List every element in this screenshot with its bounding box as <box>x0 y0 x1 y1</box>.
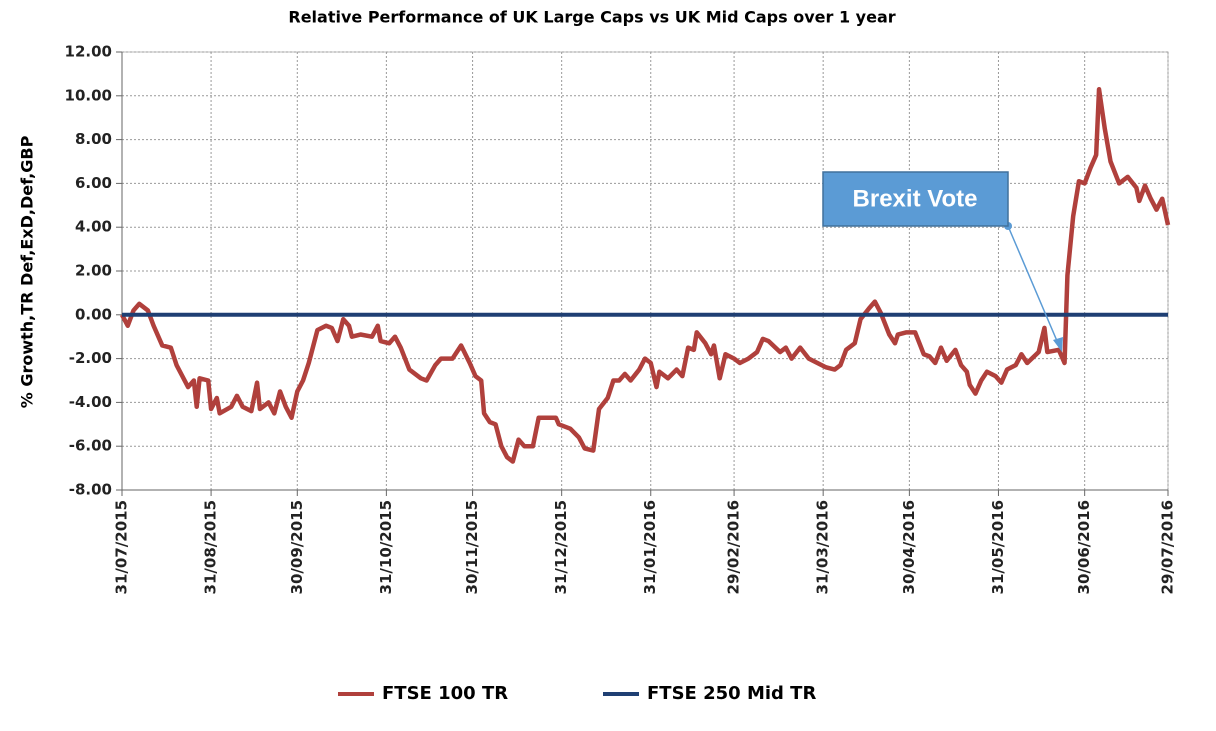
y-tick-label: 0.00 <box>75 305 112 323</box>
y-tick-label: 4.00 <box>75 218 112 236</box>
y-tick-label: 10.00 <box>65 86 112 104</box>
x-tick-label: 30/06/2016 <box>1075 500 1093 594</box>
annotation-box <box>822 171 1009 227</box>
x-tick-label: 31/12/2015 <box>552 500 570 594</box>
series-line <box>120 86 1171 464</box>
annotation-text: Brexit Vote <box>853 185 978 212</box>
y-tick-label: 8.00 <box>75 130 112 148</box>
y-tick-label: 12.00 <box>65 43 112 61</box>
legend-label: FTSE 100 TR <box>382 683 508 704</box>
x-tick-label: 30/11/2015 <box>463 500 481 594</box>
x-tick-label: 31/10/2015 <box>377 500 395 594</box>
annotation-arrowhead <box>1053 337 1063 352</box>
x-tick-label: 30/04/2016 <box>900 500 918 594</box>
y-tick-label: -8.00 <box>69 481 112 499</box>
x-tick-label: 31/03/2016 <box>814 500 832 594</box>
x-tick-label: 29/07/2016 <box>1159 500 1177 594</box>
y-axis-label: % Growth,TR Def,ExD,Def,GBP <box>18 135 37 408</box>
y-tick-label: -4.00 <box>69 393 112 411</box>
y-tick-label: -2.00 <box>69 349 112 367</box>
x-tick-label: 30/09/2015 <box>288 500 306 594</box>
y-tick-label: -6.00 <box>69 437 112 455</box>
chart-title: Relative Performance of UK Large Caps vs… <box>288 8 895 27</box>
x-tick-label: 31/07/2015 <box>113 500 131 594</box>
x-tick-label: 31/01/2016 <box>641 500 659 594</box>
x-tick-label: 31/05/2016 <box>989 500 1007 594</box>
x-tick-label: 29/02/2016 <box>725 500 743 594</box>
y-tick-label: 6.00 <box>75 174 112 192</box>
x-tick-label: 31/08/2015 <box>202 500 220 594</box>
y-tick-label: 2.00 <box>75 262 112 280</box>
legend-label: FTSE 250 Mid TR <box>647 683 816 704</box>
annotation-arrow <box>1007 225 1061 349</box>
